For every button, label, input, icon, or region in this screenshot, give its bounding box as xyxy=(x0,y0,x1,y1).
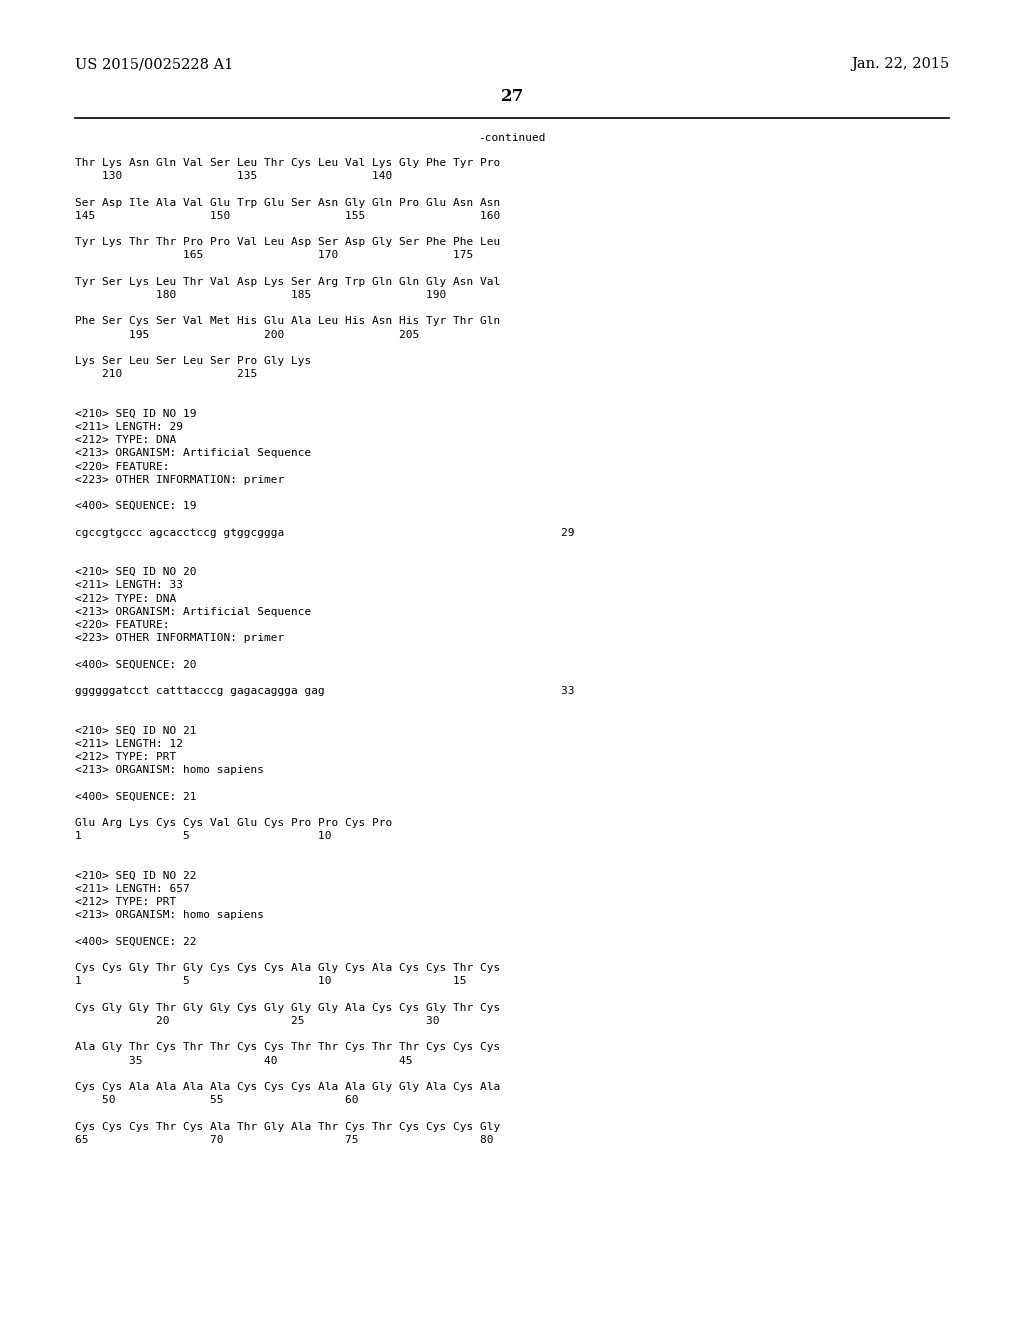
Text: <400> SEQUENCE: 21: <400> SEQUENCE: 21 xyxy=(75,792,197,801)
Text: 50              55                  60: 50 55 60 xyxy=(75,1096,358,1105)
Text: 1               5                   10: 1 5 10 xyxy=(75,832,332,841)
Text: <400> SEQUENCE: 20: <400> SEQUENCE: 20 xyxy=(75,660,197,669)
Text: <212> TYPE: DNA: <212> TYPE: DNA xyxy=(75,594,176,603)
Text: 35                  40                  45: 35 40 45 xyxy=(75,1056,413,1065)
Text: <211> LENGTH: 29: <211> LENGTH: 29 xyxy=(75,422,183,432)
Text: <213> ORGANISM: homo sapiens: <213> ORGANISM: homo sapiens xyxy=(75,766,264,775)
Text: <210> SEQ ID NO 22: <210> SEQ ID NO 22 xyxy=(75,871,197,880)
Text: 165                 170                 175: 165 170 175 xyxy=(75,251,473,260)
Text: -continued: -continued xyxy=(478,133,546,143)
Text: 145                 150                 155                 160: 145 150 155 160 xyxy=(75,211,501,220)
Text: Thr Lys Asn Gln Val Ser Leu Thr Cys Leu Val Lys Gly Phe Tyr Pro: Thr Lys Asn Gln Val Ser Leu Thr Cys Leu … xyxy=(75,158,501,168)
Text: Cys Cys Ala Ala Ala Ala Cys Cys Cys Ala Ala Gly Gly Ala Cys Ala: Cys Cys Ala Ala Ala Ala Cys Cys Cys Ala … xyxy=(75,1082,501,1092)
Text: <211> LENGTH: 12: <211> LENGTH: 12 xyxy=(75,739,183,748)
Text: <212> TYPE: PRT: <212> TYPE: PRT xyxy=(75,898,176,907)
Text: <220> FEATURE:: <220> FEATURE: xyxy=(75,462,170,471)
Text: <212> TYPE: DNA: <212> TYPE: DNA xyxy=(75,436,176,445)
Text: Ala Gly Thr Cys Thr Thr Cys Cys Thr Thr Cys Thr Thr Cys Cys Cys: Ala Gly Thr Cys Thr Thr Cys Cys Thr Thr … xyxy=(75,1043,501,1052)
Text: Cys Cys Gly Thr Gly Cys Cys Cys Ala Gly Cys Ala Cys Cys Thr Cys: Cys Cys Gly Thr Gly Cys Cys Cys Ala Gly … xyxy=(75,964,501,973)
Text: Glu Arg Lys Cys Cys Val Glu Cys Pro Pro Cys Pro: Glu Arg Lys Cys Cys Val Glu Cys Pro Pro … xyxy=(75,818,392,828)
Text: Cys Gly Gly Thr Gly Gly Cys Gly Gly Gly Ala Cys Cys Gly Thr Cys: Cys Gly Gly Thr Gly Gly Cys Gly Gly Gly … xyxy=(75,1003,501,1012)
Text: 65                  70                  75                  80: 65 70 75 80 xyxy=(75,1135,494,1144)
Text: Jan. 22, 2015: Jan. 22, 2015 xyxy=(851,57,949,71)
Text: Cys Cys Cys Thr Cys Ala Thr Gly Ala Thr Cys Thr Cys Cys Cys Gly: Cys Cys Cys Thr Cys Ala Thr Gly Ala Thr … xyxy=(75,1122,501,1131)
Text: <211> LENGTH: 33: <211> LENGTH: 33 xyxy=(75,581,183,590)
Text: <210> SEQ ID NO 20: <210> SEQ ID NO 20 xyxy=(75,568,197,577)
Text: <223> OTHER INFORMATION: primer: <223> OTHER INFORMATION: primer xyxy=(75,475,285,484)
Text: <213> ORGANISM: homo sapiens: <213> ORGANISM: homo sapiens xyxy=(75,911,264,920)
Text: Lys Ser Leu Ser Leu Ser Pro Gly Lys: Lys Ser Leu Ser Leu Ser Pro Gly Lys xyxy=(75,356,311,366)
Text: Tyr Lys Thr Thr Pro Pro Val Leu Asp Ser Asp Gly Ser Phe Phe Leu: Tyr Lys Thr Thr Pro Pro Val Leu Asp Ser … xyxy=(75,238,501,247)
Text: Ser Asp Ile Ala Val Glu Trp Glu Ser Asn Gly Gln Pro Glu Asn Asn: Ser Asp Ile Ala Val Glu Trp Glu Ser Asn … xyxy=(75,198,501,207)
Text: <212> TYPE: PRT: <212> TYPE: PRT xyxy=(75,752,176,762)
Text: 210                 215: 210 215 xyxy=(75,370,257,379)
Text: <223> OTHER INFORMATION: primer: <223> OTHER INFORMATION: primer xyxy=(75,634,285,643)
Text: <211> LENGTH: 657: <211> LENGTH: 657 xyxy=(75,884,189,894)
Text: <210> SEQ ID NO 19: <210> SEQ ID NO 19 xyxy=(75,409,197,418)
Text: 180                 185                 190: 180 185 190 xyxy=(75,290,446,300)
Text: 1               5                   10                  15: 1 5 10 15 xyxy=(75,977,467,986)
Text: US 2015/0025228 A1: US 2015/0025228 A1 xyxy=(75,57,233,71)
Text: <213> ORGANISM: Artificial Sequence: <213> ORGANISM: Artificial Sequence xyxy=(75,607,311,616)
Text: <220> FEATURE:: <220> FEATURE: xyxy=(75,620,170,630)
Text: <213> ORGANISM: Artificial Sequence: <213> ORGANISM: Artificial Sequence xyxy=(75,449,311,458)
Text: Phe Ser Cys Ser Val Met His Glu Ala Leu His Asn His Tyr Thr Gln: Phe Ser Cys Ser Val Met His Glu Ala Leu … xyxy=(75,317,501,326)
Text: 27: 27 xyxy=(501,88,523,106)
Text: 20                  25                  30: 20 25 30 xyxy=(75,1016,439,1026)
Text: Tyr Ser Lys Leu Thr Val Asp Lys Ser Arg Trp Gln Gln Gly Asn Val: Tyr Ser Lys Leu Thr Val Asp Lys Ser Arg … xyxy=(75,277,501,286)
Text: <400> SEQUENCE: 22: <400> SEQUENCE: 22 xyxy=(75,937,197,946)
Text: 195                 200                 205: 195 200 205 xyxy=(75,330,419,339)
Text: <210> SEQ ID NO 21: <210> SEQ ID NO 21 xyxy=(75,726,197,735)
Text: ggggggatcct catttacccg gagacaggga gag                                   33: ggggggatcct catttacccg gagacaggga gag 33 xyxy=(75,686,574,696)
Text: <400> SEQUENCE: 19: <400> SEQUENCE: 19 xyxy=(75,502,197,511)
Text: 130                 135                 140: 130 135 140 xyxy=(75,172,392,181)
Text: cgccgtgccc agcacctccg gtggcggga                                         29: cgccgtgccc agcacctccg gtggcggga 29 xyxy=(75,528,574,537)
